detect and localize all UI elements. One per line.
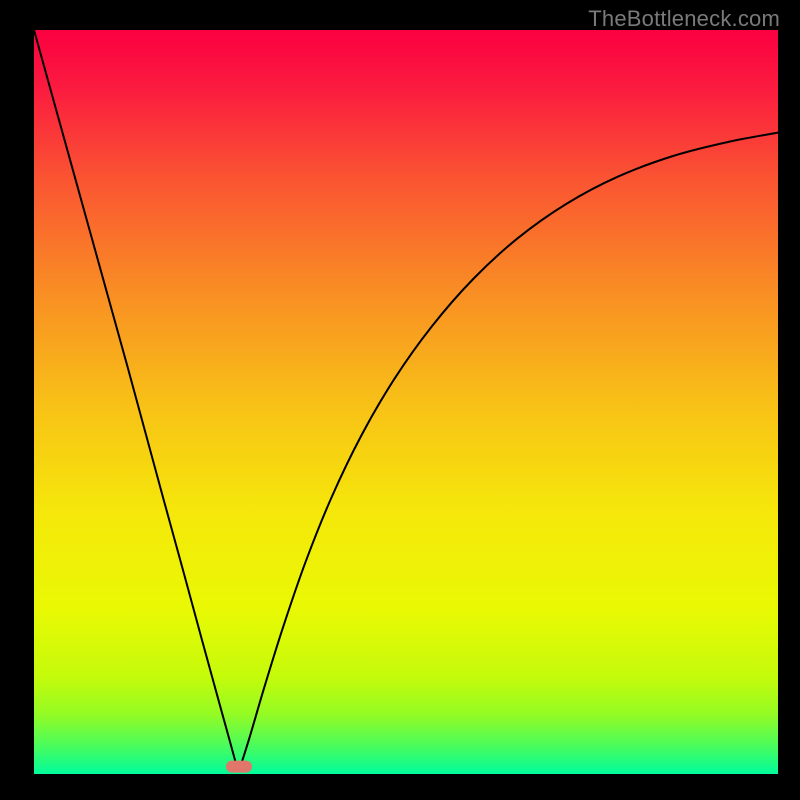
curve-left-branch <box>34 30 239 771</box>
chart-svg <box>34 30 778 774</box>
watermark-text: TheBottleneck.com <box>588 6 780 32</box>
plot-area <box>34 30 778 774</box>
vertex-marker <box>226 760 252 773</box>
curve-right-branch <box>239 133 778 771</box>
